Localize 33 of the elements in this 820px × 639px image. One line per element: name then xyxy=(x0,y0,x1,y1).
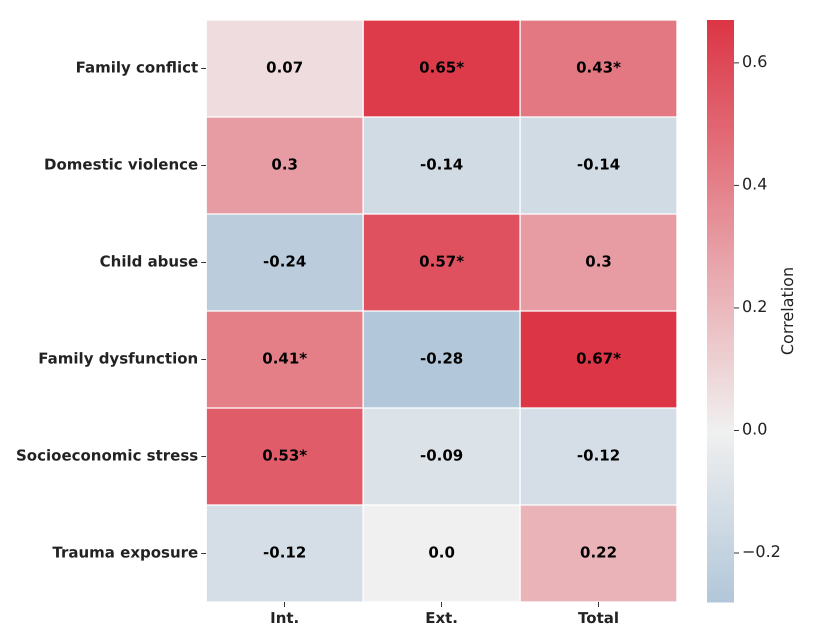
y-tick-label: Family conflict xyxy=(76,58,198,76)
data-label: 0.65* xyxy=(419,58,464,76)
y-tick-label: Child abuse xyxy=(100,252,198,270)
y-tick-label: Trauma exposure xyxy=(52,543,198,562)
data-label: 0.67* xyxy=(576,349,622,368)
data-label: 0.53* xyxy=(262,446,308,464)
color-bar-title: Correlation xyxy=(778,266,798,356)
y-tick-label: Domestic violence xyxy=(44,155,198,174)
data-label: 0.0 xyxy=(428,543,455,562)
data-label: -0.12 xyxy=(263,543,306,562)
color-bar-label: 0.6 xyxy=(742,52,768,72)
x-tick-label: Ext. xyxy=(425,608,458,627)
data-label: -0.14 xyxy=(420,155,464,174)
color-bar-label: 0.0 xyxy=(742,420,768,439)
y-tick-label: Family dysfunction xyxy=(38,349,198,368)
data-label: 0.07 xyxy=(266,58,304,76)
y-tick-label: Socioeconomic stress xyxy=(16,446,198,464)
data-label: 0.41* xyxy=(262,349,308,368)
data-label: 0.57* xyxy=(419,252,464,270)
data-label: 0.3 xyxy=(271,155,298,174)
data-label: 0.22 xyxy=(580,543,618,562)
data-label: 0.43* xyxy=(576,58,622,76)
data-label: -0.24 xyxy=(263,252,306,270)
color-bar-label: −0.2 xyxy=(742,542,781,562)
x-tick-label: Total xyxy=(578,608,620,627)
data-label: -0.12 xyxy=(576,446,620,464)
color-bar-label: 0.2 xyxy=(742,297,768,316)
data-label: 0.3 xyxy=(585,252,612,270)
x-tick-label: Int. xyxy=(270,608,300,627)
data-label: -0.09 xyxy=(420,446,464,464)
data-label: -0.14 xyxy=(576,155,620,174)
color-bar-label: 0.4 xyxy=(742,174,768,194)
data-label: -0.28 xyxy=(420,349,464,368)
